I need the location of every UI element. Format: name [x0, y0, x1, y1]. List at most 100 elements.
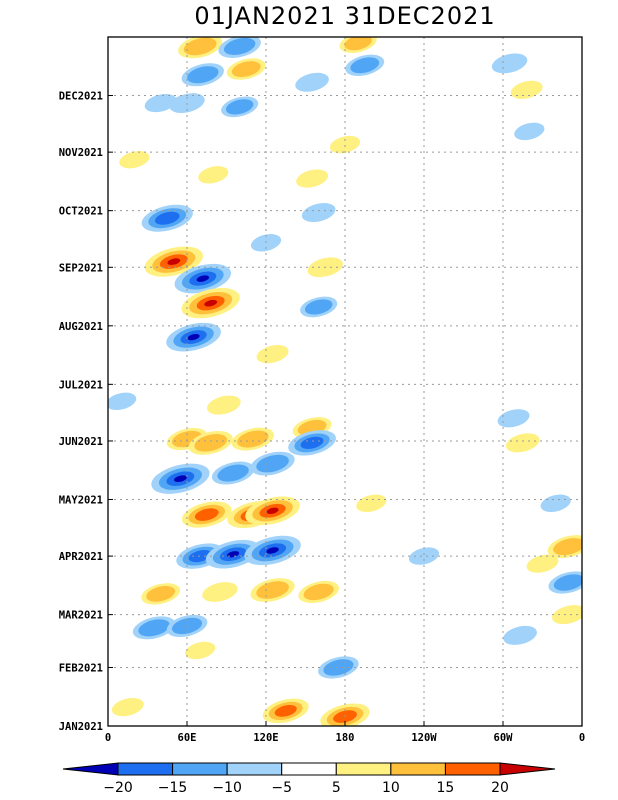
x-tick-label: 60W	[494, 732, 514, 744]
anomaly-contour	[187, 333, 200, 341]
anomaly-blob	[339, 37, 377, 53]
anomaly-contour	[167, 258, 181, 265]
anomaly-contour	[144, 93, 177, 113]
x-tick-label: 120E	[253, 732, 278, 744]
anomaly-blob	[221, 96, 259, 118]
anomaly-contour	[329, 135, 361, 154]
anomaly-contour	[138, 619, 170, 637]
anomaly-contour	[227, 551, 240, 558]
anomaly-contour	[295, 72, 329, 92]
colorbar-segment	[172, 762, 228, 776]
anomaly-contour	[553, 538, 582, 556]
anomaly-blob	[108, 392, 137, 411]
anomaly-contour	[187, 66, 219, 84]
anomaly-contour	[274, 704, 297, 717]
colorbar-arrow-high	[499, 762, 556, 776]
anomaly-blob	[218, 37, 261, 58]
anomaly-blob	[491, 53, 528, 74]
anomaly-contour	[146, 585, 176, 602]
anomaly-contour	[552, 605, 582, 625]
anomaly-contour	[154, 211, 180, 225]
anomaly-contour	[194, 508, 219, 521]
anomaly-blob	[318, 656, 359, 679]
anomaly-blob	[144, 246, 203, 277]
anomaly-blob	[182, 501, 232, 528]
grid-lines	[108, 37, 582, 726]
anomaly-blob	[301, 203, 336, 223]
colorbar-label: −10	[212, 780, 242, 796]
y-tick-label: NOV2021	[59, 147, 103, 159]
anomaly-blob	[250, 578, 295, 602]
anomaly-contour	[350, 57, 380, 74]
colorbar-segment	[335, 762, 392, 776]
colorbar-segment	[281, 762, 337, 776]
anomaly-contour	[223, 37, 256, 55]
anomaly-contour	[108, 392, 137, 411]
anomaly-contour	[491, 53, 528, 74]
anomaly-contour	[198, 166, 229, 184]
anomaly-contour	[204, 299, 218, 307]
anomaly-blob	[526, 554, 559, 573]
anomaly-contour	[526, 554, 559, 573]
y-axis: JAN2021 FEB2021 MAR2021 APR2021 MAY2021 JUN20…	[59, 91, 113, 733]
colorbar-label: −5	[271, 780, 292, 796]
anomaly-contour	[183, 37, 217, 56]
anomaly-blob	[510, 80, 543, 99]
anomaly-contour	[540, 494, 571, 512]
anomaly-contour	[497, 409, 530, 428]
anomaly-blob	[178, 37, 223, 59]
anomaly-contour	[231, 61, 261, 78]
colorbar-arrow-low	[62, 762, 119, 776]
anomaly-blob	[295, 72, 329, 92]
anomaly-contour	[553, 574, 582, 591]
anomaly-blob	[356, 494, 387, 512]
anomaly-field	[108, 37, 582, 726]
anomaly-blob	[174, 263, 232, 294]
anomaly-blob	[262, 698, 309, 724]
anomaly-contour	[207, 395, 241, 415]
anomaly-contour	[217, 464, 249, 482]
colorbar-segment	[117, 762, 174, 776]
colorbar-label: 15	[437, 780, 455, 796]
anomaly-blob	[111, 698, 144, 717]
anomaly-contour	[266, 507, 279, 514]
anomaly-blob	[132, 616, 176, 640]
anomaly-contour	[266, 547, 279, 554]
anomaly-blob	[250, 451, 295, 476]
colorbar-label: −20	[103, 780, 133, 796]
anomaly-contour	[296, 169, 329, 188]
anomaly-blob	[198, 166, 229, 184]
x-axis: 0 60E 120E 180 120W 60W 0	[105, 721, 585, 744]
anomaly-contour	[514, 122, 545, 141]
anomaly-contour	[503, 625, 537, 645]
x-tick-label: 0	[579, 732, 585, 744]
anomaly-blob	[119, 151, 150, 169]
anomaly-contour	[202, 582, 238, 602]
anomaly-contour	[408, 547, 440, 565]
anomaly-blob	[151, 463, 210, 494]
anomaly-blob	[244, 535, 301, 566]
anomaly-contour	[323, 659, 354, 676]
chart-title: 01JAN2021 31DEC2021	[194, 2, 495, 30]
y-tick-label: SEP2021	[59, 262, 103, 274]
anomaly-contour	[194, 434, 228, 452]
anomaly-contour	[344, 37, 372, 51]
y-tick-label: JUL2021	[59, 379, 103, 391]
anomaly-contour	[225, 99, 254, 115]
anomaly-blob	[345, 54, 385, 77]
x-tick-label: 180	[336, 732, 355, 744]
anomaly-blob	[141, 583, 181, 605]
anomaly-contour	[119, 151, 150, 169]
colorbar-label: 10	[382, 780, 400, 796]
anomaly-blob	[226, 58, 266, 80]
x-tick-label: 120W	[411, 732, 437, 744]
anomaly-blob	[256, 345, 289, 364]
y-tick-label: MAY2021	[59, 494, 103, 506]
anomaly-blob	[300, 296, 338, 318]
anomaly-blob	[497, 409, 530, 428]
y-tick-label: MAR2021	[59, 610, 103, 622]
y-tick-label: DEC2021	[59, 91, 103, 103]
anomaly-blob	[181, 288, 240, 319]
y-tick-label: FEB2021	[59, 662, 103, 674]
